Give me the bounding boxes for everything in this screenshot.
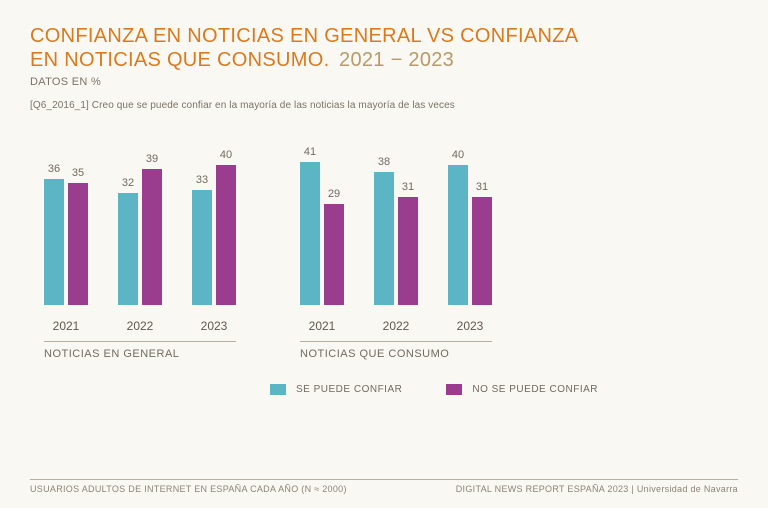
bar-trust — [374, 172, 394, 305]
footer-right: DIGITAL NEWS REPORT ESPAÑA 2023 | Univer… — [456, 484, 738, 494]
bar-trust — [44, 179, 64, 305]
panel-rule — [300, 341, 492, 342]
bar-trust — [192, 190, 212, 306]
bar-value-label: 29 — [328, 188, 340, 200]
bar-value-label: 40 — [452, 149, 464, 161]
bar-trust — [118, 193, 138, 305]
footer-left: USUARIOS ADULTOS DE INTERNET EN ESPAÑA C… — [30, 484, 347, 494]
bar-value-label: 40 — [220, 149, 232, 161]
year-group: 38 31 2022 — [374, 133, 418, 333]
bar-wrap-no_trust: 31 — [472, 133, 492, 305]
bar-value-label: 41 — [304, 146, 316, 158]
legend-item-no-trust: NO SE PUEDE CONFIAR — [446, 384, 598, 395]
bar-wrap-trust: 32 — [118, 133, 138, 305]
bar-wrap-trust: 41 — [300, 133, 320, 305]
bar-pair: 33 40 — [192, 133, 236, 305]
year-label: 2022 — [127, 319, 154, 333]
footer-rule — [30, 479, 738, 480]
chart-panel: 36 35 2021 32 39 2022 33 40 2023 NOTICIAS EN GENE… — [44, 143, 236, 360]
bar-wrap-trust: 40 — [448, 133, 468, 305]
question-text: [Q6_2016_1] Creo que se puede confiar en… — [30, 100, 738, 111]
year-label: 2023 — [201, 319, 228, 333]
bars-row: 36 35 2021 32 39 2022 33 40 2023 — [44, 143, 236, 333]
title-year-range: 2021 − 2023 — [339, 49, 454, 71]
subtitle: DATOS EN % — [30, 76, 738, 88]
bar-trust — [300, 162, 320, 306]
bar-value-label: 36 — [48, 163, 60, 175]
year-label: 2022 — [383, 319, 410, 333]
bar-value-label: 39 — [146, 153, 158, 165]
bar-pair: 32 39 — [118, 133, 162, 305]
bars-row: 41 29 2021 38 31 2022 40 31 2023 — [300, 143, 492, 333]
footer-row: USUARIOS ADULTOS DE INTERNET EN ESPAÑA C… — [30, 484, 738, 494]
bar-pair: 36 35 — [44, 133, 88, 305]
bar-value-label: 33 — [196, 174, 208, 186]
chart-zone: 36 35 2021 32 39 2022 33 40 2023 NOTICIAS EN GENE… — [30, 143, 738, 360]
title-line2-text: EN NOTICIAS QUE CONSUMO. — [30, 49, 329, 71]
title: CONFIANZA EN NOTICIAS EN GENERAL VS CONF… — [30, 24, 738, 72]
year-group: 36 35 2021 — [44, 133, 88, 333]
bar-no_trust — [142, 169, 162, 306]
bar-pair: 38 31 — [374, 133, 418, 305]
year-label: 2021 — [53, 319, 80, 333]
swatch-trust — [270, 384, 286, 395]
bar-no_trust — [324, 204, 344, 306]
bar-wrap-no_trust: 39 — [142, 133, 162, 305]
bar-value-label: 35 — [72, 167, 84, 179]
bar-value-label: 31 — [476, 181, 488, 193]
bar-no_trust — [398, 197, 418, 306]
bar-pair: 41 29 — [300, 133, 344, 305]
bar-wrap-trust: 36 — [44, 133, 64, 305]
page: CONFIANZA EN NOTICIAS EN GENERAL VS CONF… — [0, 0, 768, 508]
legend-label-trust: SE PUEDE CONFIAR — [296, 384, 402, 395]
swatch-no-trust — [446, 384, 462, 395]
legend-item-trust: SE PUEDE CONFIAR — [270, 384, 402, 395]
bar-wrap-no_trust: 40 — [216, 133, 236, 305]
bar-no_trust — [216, 165, 236, 305]
chart-panel: 41 29 2021 38 31 2022 40 31 2023 NOTICIAS QUE CON… — [300, 143, 492, 360]
year-group: 40 31 2023 — [448, 133, 492, 333]
bar-wrap-no_trust: 35 — [68, 133, 88, 305]
title-line2: EN NOTICIAS QUE CONSUMO. 2021 − 2023 — [30, 48, 738, 72]
bar-no_trust — [68, 183, 88, 306]
bar-wrap-trust: 33 — [192, 133, 212, 305]
legend-label-no-trust: NO SE PUEDE CONFIAR — [472, 384, 598, 395]
bar-wrap-trust: 38 — [374, 133, 394, 305]
bar-trust — [448, 165, 468, 305]
bar-value-label: 38 — [378, 156, 390, 168]
year-label: 2021 — [309, 319, 336, 333]
year-group: 41 29 2021 — [300, 133, 344, 333]
bar-value-label: 31 — [402, 181, 414, 193]
bar-wrap-no_trust: 31 — [398, 133, 418, 305]
legend: SE PUEDE CONFIAR NO SE PUEDE CONFIAR — [130, 384, 738, 395]
footer: USUARIOS ADULTOS DE INTERNET EN ESPAÑA C… — [30, 479, 738, 494]
panel-title: NOTICIAS QUE CONSUMO — [300, 348, 492, 360]
panel-title: NOTICIAS EN GENERAL — [44, 348, 236, 360]
bar-wrap-no_trust: 29 — [324, 133, 344, 305]
year-group: 32 39 2022 — [118, 133, 162, 333]
year-label: 2023 — [457, 319, 484, 333]
panel-rule — [44, 341, 236, 342]
bar-pair: 40 31 — [448, 133, 492, 305]
bar-value-label: 32 — [122, 177, 134, 189]
bar-no_trust — [472, 197, 492, 306]
year-group: 33 40 2023 — [192, 133, 236, 333]
title-line1: CONFIANZA EN NOTICIAS EN GENERAL VS CONF… — [30, 24, 738, 48]
